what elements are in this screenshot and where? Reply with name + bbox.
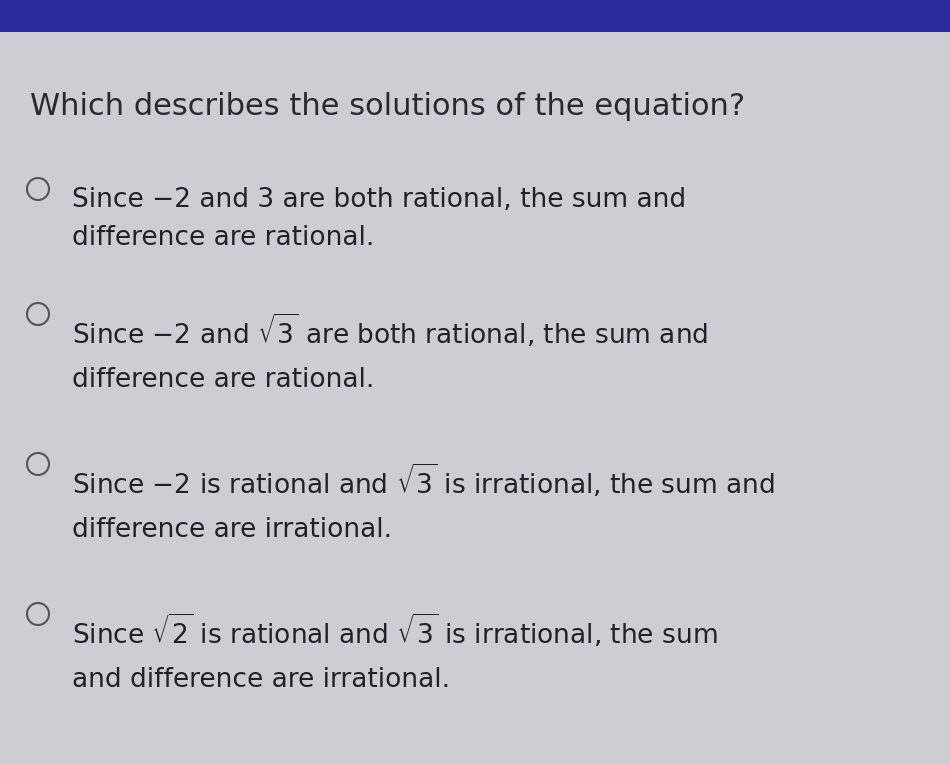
Text: difference are irrational.: difference are irrational. [72, 517, 392, 543]
Text: Since −2 is rational and $\sqrt{3}$ is irrational, the sum and: Since −2 is rational and $\sqrt{3}$ is i… [72, 462, 775, 500]
Text: Since −2 and 3 are both rational, the sum and: Since −2 and 3 are both rational, the su… [72, 187, 686, 213]
Text: Which describes the solutions of the equation?: Which describes the solutions of the equ… [30, 92, 745, 121]
Text: and difference are irrational.: and difference are irrational. [72, 667, 450, 693]
Text: difference are rational.: difference are rational. [72, 367, 374, 393]
Bar [0, 0, 950, 32]
Text: Since −2 and $\sqrt{3}$ are both rational, the sum and: Since −2 and $\sqrt{3}$ are both rationa… [72, 312, 709, 350]
Text: Since $\sqrt{2}$ is rational and $\sqrt{3}$ is irrational, the sum: Since $\sqrt{2}$ is rational and $\sqrt{… [72, 612, 717, 649]
Text: difference are rational.: difference are rational. [72, 225, 374, 251]
